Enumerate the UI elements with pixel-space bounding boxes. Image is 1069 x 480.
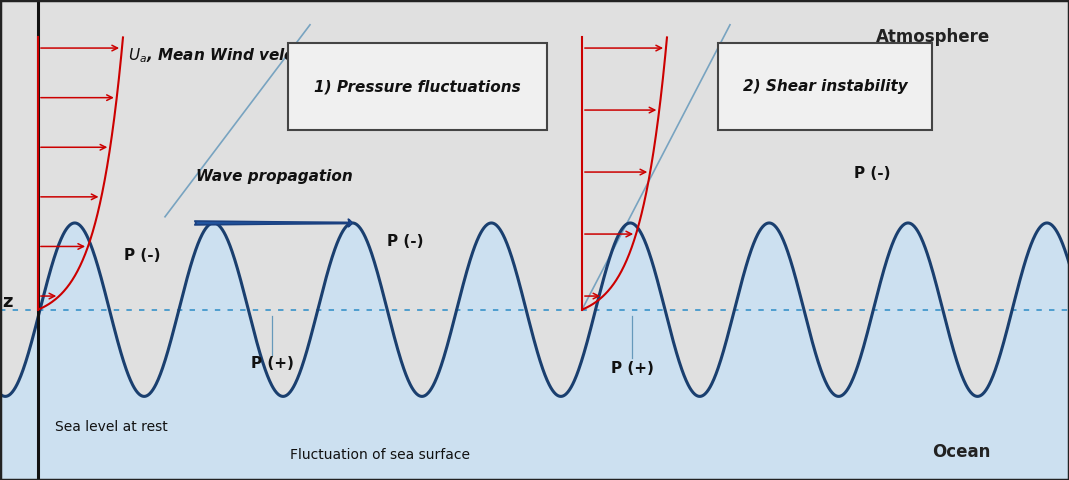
- Text: P (-): P (-): [124, 248, 160, 263]
- FancyBboxPatch shape: [718, 43, 932, 130]
- Text: P (-): P (-): [387, 234, 423, 249]
- Text: P (-): P (-): [854, 166, 890, 181]
- Text: P (+): P (+): [250, 356, 293, 372]
- FancyBboxPatch shape: [288, 43, 547, 130]
- Text: P (+): P (+): [610, 361, 653, 376]
- Text: Ocean: Ocean: [931, 443, 990, 461]
- Text: Fluctuation of sea surface: Fluctuation of sea surface: [290, 448, 470, 462]
- Text: $U_a$, Mean Wind velocity profile: $U_a$, Mean Wind velocity profile: [128, 46, 389, 65]
- Text: Wave propagation: Wave propagation: [196, 169, 353, 184]
- Text: Sea level at rest: Sea level at rest: [55, 420, 168, 434]
- Text: Atmosphere: Atmosphere: [876, 28, 990, 46]
- Text: 2) Shear instability: 2) Shear instability: [743, 79, 908, 94]
- Text: 1) Pressure fluctuations: 1) Pressure fluctuations: [314, 79, 521, 94]
- Text: z: z: [2, 293, 12, 311]
